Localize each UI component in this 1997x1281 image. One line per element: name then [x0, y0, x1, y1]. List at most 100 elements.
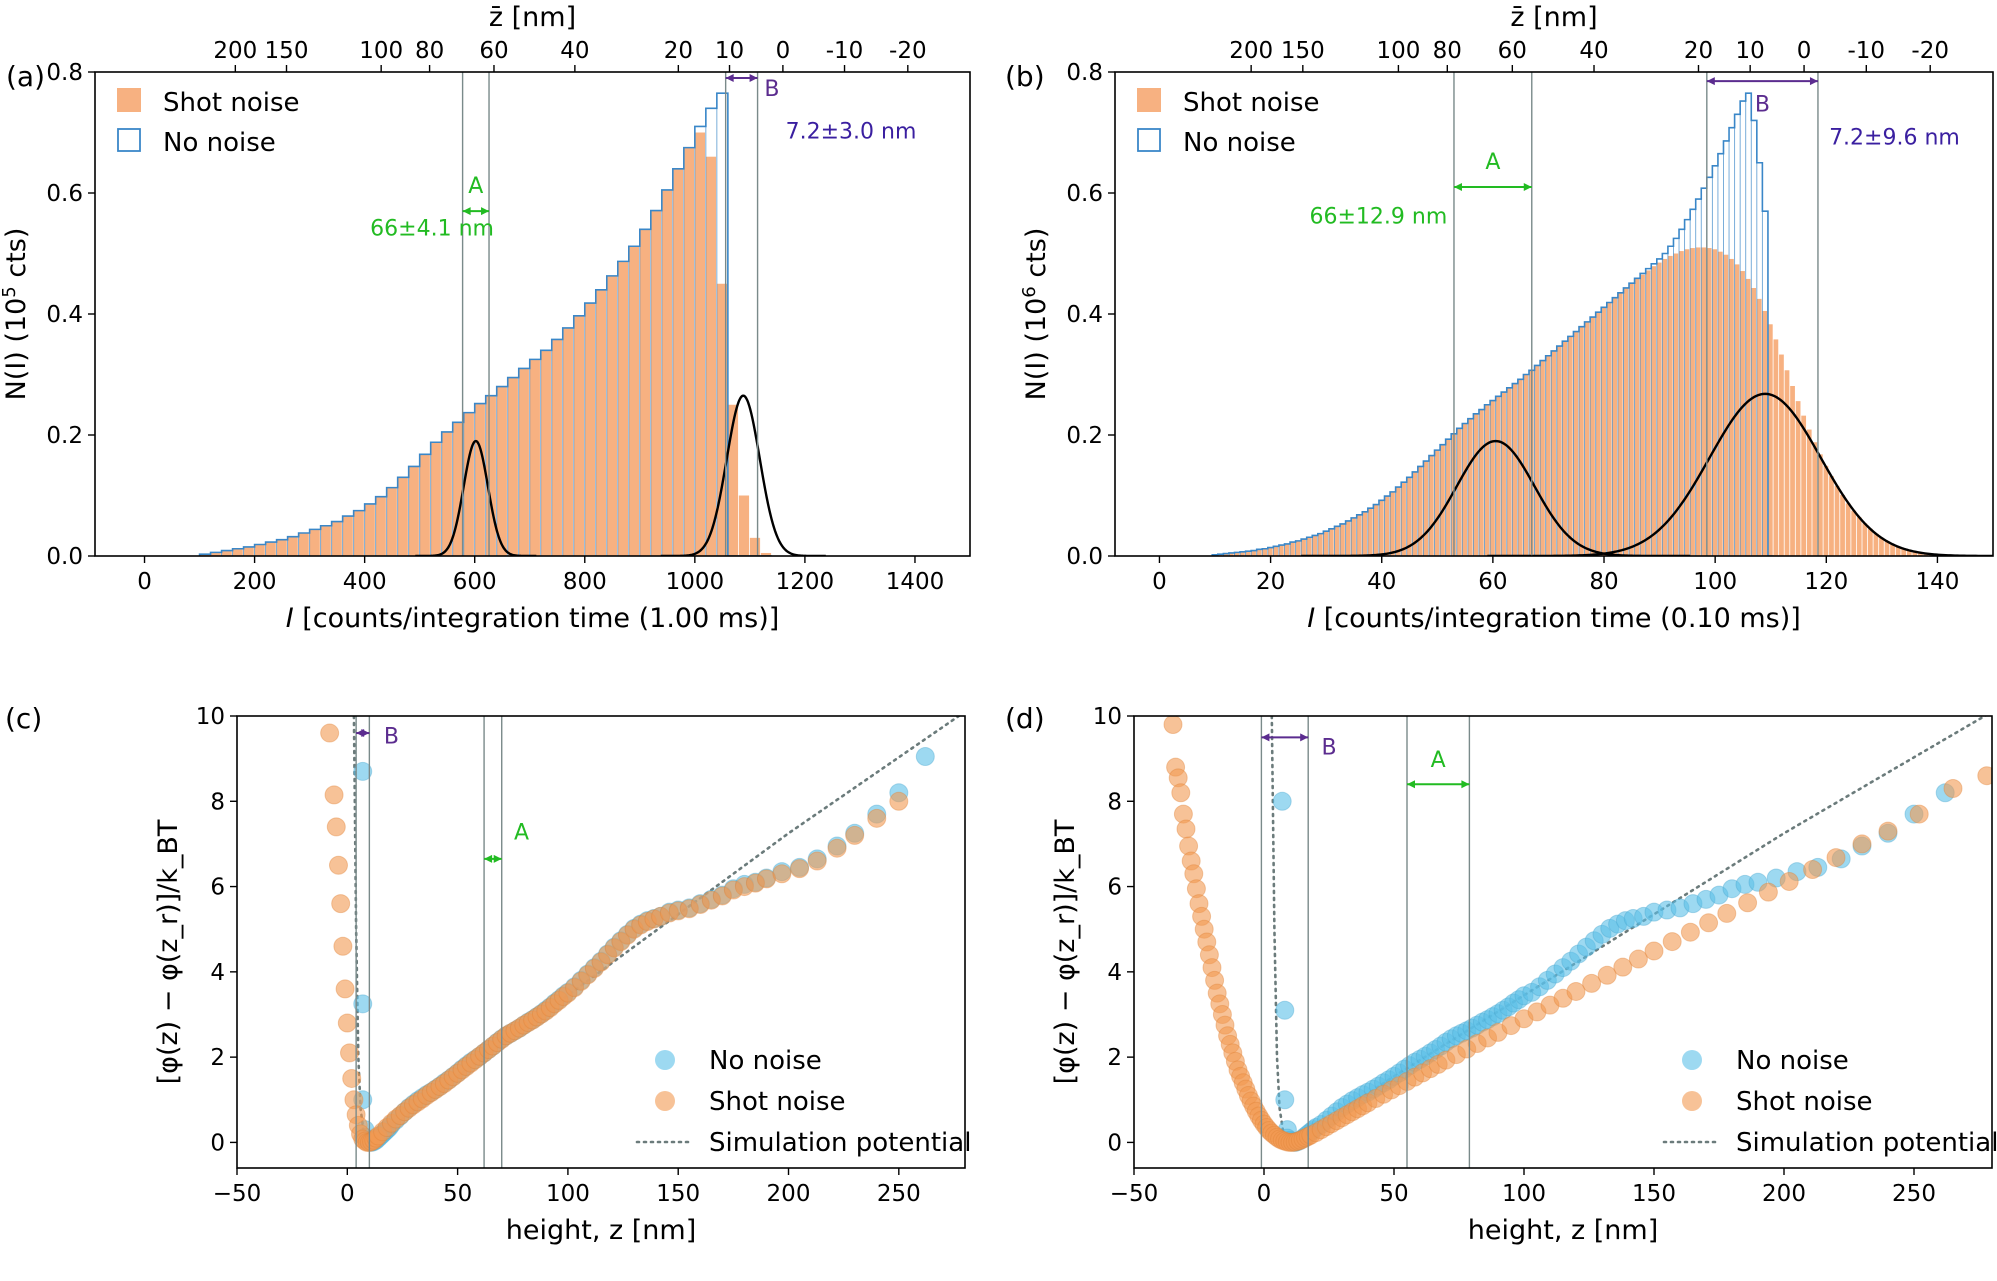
- shot-noise-point: [343, 1069, 361, 1087]
- legend-marker-shot-noise: [655, 1091, 675, 1111]
- shot-noise-bar: [530, 359, 540, 556]
- shot-noise-point: [1804, 861, 1822, 879]
- top-tick-label: 150: [1281, 38, 1325, 64]
- annotation-arrowhead: [1707, 77, 1715, 85]
- shot-noise-bar: [684, 148, 694, 556]
- shot-noise-bar: [1629, 283, 1634, 556]
- y-tick-label: 0.4: [1066, 302, 1103, 328]
- shot-noise-point: [1759, 883, 1777, 901]
- shot-noise-bar: [1568, 336, 1573, 556]
- shot-noise-point: [846, 826, 864, 844]
- shot-noise-bar: [1818, 454, 1823, 556]
- shot-noise-bar: [1462, 424, 1467, 556]
- annotation-arrowhead: [1461, 780, 1469, 788]
- shot-noise-bar: [299, 533, 309, 556]
- shot-noise-bar: [1579, 327, 1584, 556]
- shot-noise-bar: [1696, 247, 1701, 556]
- top-axis-label: z̄ [nm]: [489, 2, 576, 33]
- shot-noise-bar: [1551, 351, 1556, 556]
- annotation-arrowhead: [1407, 780, 1415, 788]
- x-tick-label: 20: [1256, 569, 1285, 595]
- top-axis-label: z̄ [nm]: [1510, 2, 1597, 33]
- x-tick-label: −50: [213, 1181, 262, 1207]
- annotation-A: A: [1454, 150, 1532, 191]
- shot-noise-bar: [1473, 414, 1478, 556]
- top-tick-label: 40: [560, 38, 589, 64]
- shot-noise-point: [1645, 942, 1663, 960]
- shot-noise-bar: [497, 387, 507, 556]
- shot-noise-bar: [332, 522, 342, 556]
- x-axis-label-text: counts/integration time (1.00 ms)]: [313, 603, 780, 634]
- y-tick-label: 0: [1107, 1130, 1122, 1156]
- shot-noise-bar: [1640, 275, 1645, 556]
- shot-noise-bar: [1746, 279, 1751, 556]
- top-tick-label: 10: [1736, 38, 1765, 64]
- shot-noise-bar: [508, 378, 518, 556]
- annotation-arrowhead: [750, 74, 758, 82]
- shot-noise-bar: [1757, 299, 1762, 556]
- shot-noise-point: [1944, 779, 1962, 797]
- annotation-B: B: [1707, 77, 1818, 117]
- shot-noise-bar: [1612, 298, 1617, 556]
- y-tick-label: 10: [196, 704, 225, 730]
- top-tick-label: -20: [889, 38, 927, 64]
- shot-noise-bar: [1346, 521, 1351, 556]
- shot-noise-bar: [1312, 535, 1317, 556]
- shot-noise-bar: [1824, 466, 1829, 556]
- legend-marker-shot-noise: [1682, 1091, 1702, 1111]
- legend-label: Shot noise: [163, 88, 300, 118]
- shot-noise-bar: [1440, 445, 1445, 556]
- shot-noise-point: [1827, 849, 1845, 867]
- legend-label: Simulation potential: [709, 1128, 971, 1158]
- shot-noise-bar: [1485, 405, 1490, 556]
- x-tick-label: 150: [656, 1181, 700, 1207]
- top-tick-label: -10: [1848, 38, 1886, 64]
- y-axis-label-exp: 6: [1019, 286, 1040, 297]
- shot-noise-bar: [1385, 496, 1390, 556]
- shot-noise-point: [1663, 933, 1681, 951]
- y-axis-label-post: cts): [1021, 228, 1052, 287]
- x-tick-label: 150: [1632, 1181, 1676, 1207]
- annotation-A: A: [463, 174, 489, 215]
- y-axis-label-exp: 5: [0, 286, 20, 297]
- shot-noise-bar: [1635, 279, 1640, 556]
- shot-noise-bar: [1807, 430, 1812, 556]
- x-tick-label: 250: [877, 1181, 921, 1207]
- shot-noise-bar: [1418, 466, 1423, 556]
- x-tick-label: 0: [137, 569, 152, 595]
- shot-noise-bar: [1712, 249, 1717, 556]
- annotation-label: A: [468, 174, 483, 199]
- shot-noise-point: [890, 792, 908, 810]
- shot-noise-point: [1879, 822, 1897, 840]
- x-tick-label: 0: [1257, 1181, 1272, 1207]
- shot-noise-bar: [1874, 534, 1879, 556]
- shot-noise-bar: [1546, 356, 1551, 556]
- shot-noise-bar: [574, 316, 584, 556]
- top-tick-label: 100: [359, 38, 403, 64]
- y-axis-label-pre: N(I) (10: [1, 298, 32, 401]
- shot-noise-bar: [1340, 524, 1345, 556]
- annotation-text: 7.2±9.6 nm: [1829, 126, 1960, 151]
- shot-noise-bar: [1596, 312, 1601, 556]
- annotation-arrowhead: [1300, 733, 1308, 741]
- top-tick-label: 80: [415, 38, 444, 64]
- shot-noise-point: [808, 852, 826, 870]
- shot-noise-bar: [1762, 311, 1767, 556]
- shot-noise-point: [828, 839, 846, 857]
- no-noise-point: [1276, 1001, 1294, 1019]
- y-tick-label: 0.8: [46, 60, 83, 86]
- shot-noise-point: [327, 818, 345, 836]
- shot-noise-bar: [1718, 252, 1723, 556]
- panel-label: (a): [6, 60, 45, 93]
- shot-noise-bar: [1662, 259, 1667, 556]
- x-tick-label: 0: [1152, 569, 1167, 595]
- x-axis-label: I [counts/integration time (1.00 ms)]: [286, 603, 780, 634]
- shot-noise-bar: [1329, 529, 1334, 556]
- x-tick-label: 200: [767, 1181, 811, 1207]
